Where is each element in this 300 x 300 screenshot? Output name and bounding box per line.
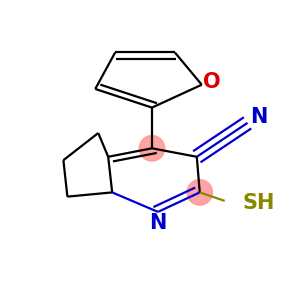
Circle shape <box>187 180 212 205</box>
Text: N: N <box>250 107 267 127</box>
Text: N: N <box>149 213 167 233</box>
Text: O: O <box>203 73 220 92</box>
Text: SH: SH <box>242 193 275 213</box>
Circle shape <box>139 136 165 161</box>
